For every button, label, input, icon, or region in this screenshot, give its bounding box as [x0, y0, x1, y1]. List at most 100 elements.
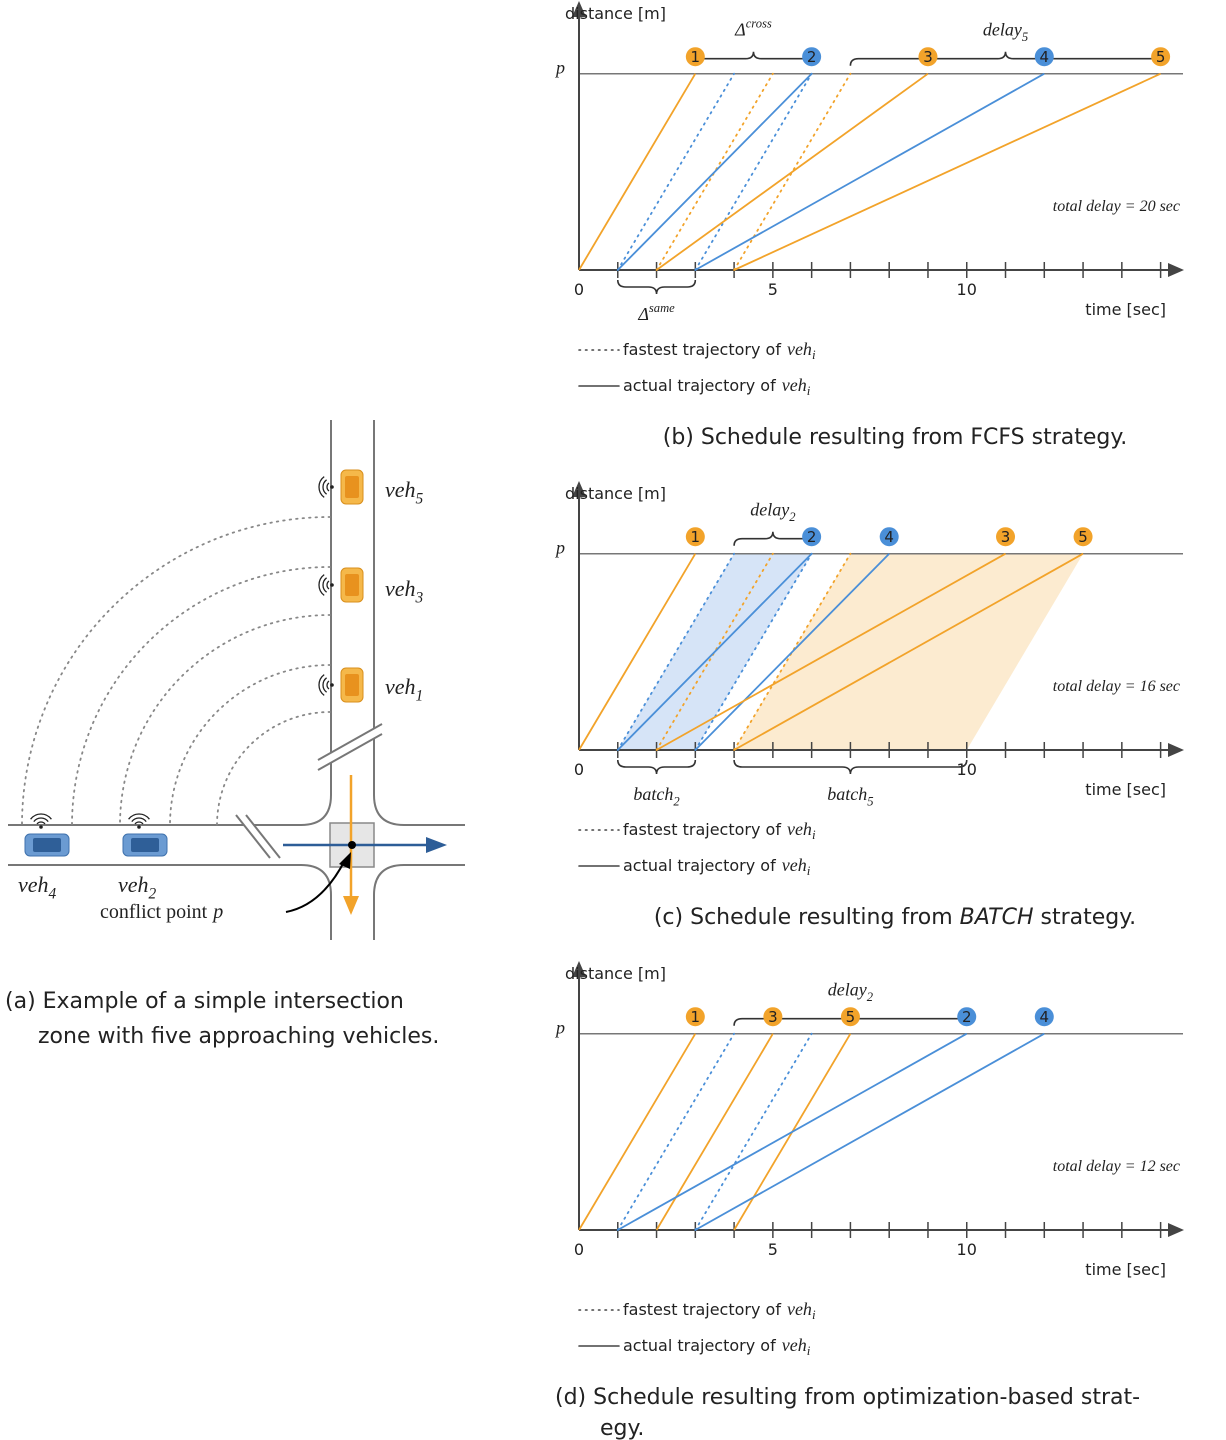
signal-icon [330, 485, 334, 489]
legend-var: veh [782, 375, 807, 395]
math-base: veh [385, 477, 416, 502]
road-break [236, 815, 280, 858]
legend-label: 2 [807, 48, 817, 66]
legend-text: fastest trajectory of [623, 820, 781, 839]
math-base: veh [385, 674, 416, 699]
legend-label: 3 [923, 48, 933, 66]
signal-icon [137, 825, 141, 829]
legend-var: veh [787, 1299, 812, 1319]
math-label: veh4 [18, 872, 57, 903]
range-arc [217, 712, 330, 825]
y-tick-label: p [554, 538, 565, 558]
legend-sub: i [812, 1307, 816, 1322]
conflict-text: conflict point [100, 901, 208, 923]
math-label: veh3 [385, 576, 424, 607]
legend-sub: i [807, 1343, 811, 1358]
math-sub: 2 [673, 794, 680, 808]
y-tick-label: p [554, 58, 565, 78]
caption: (a) Example of a simple intersection [5, 989, 404, 1014]
total-delay: total delay = 12 sec [1053, 1158, 1180, 1175]
math-label: Δcross [734, 17, 772, 40]
caption: egy. [600, 1416, 644, 1440]
conflict-label: conflict pointp [100, 901, 223, 923]
math-sub: 3 [415, 590, 424, 607]
caption: (c) Schedule resulting from BATCH strate… [654, 905, 1136, 930]
signal-icon [34, 818, 48, 822]
fastest-trajectory [618, 1034, 734, 1230]
legend-text: actual trajectory of [623, 376, 776, 395]
caption-text: egy. [600, 1416, 644, 1440]
math-label: delay2 [828, 980, 874, 1004]
chart: p010distance [m]time [sec]12435total del… [554, 481, 1184, 930]
conflict-point [348, 841, 356, 849]
math-sub: 2 [867, 990, 874, 1004]
legend-var: veh [787, 339, 812, 359]
math-base: Δ [734, 20, 746, 40]
legend-entry: actual trajectory ofvehi [623, 1335, 811, 1358]
road-edge [374, 865, 465, 940]
x-axis-label: time [sec] [1085, 1260, 1166, 1279]
range-arc [120, 615, 330, 825]
math-sup: same [649, 301, 675, 315]
actual-trajectory [734, 74, 1161, 270]
math-label: delay2 [750, 500, 796, 524]
actual-trajectory [579, 1034, 695, 1230]
actual-trajectory [657, 74, 928, 270]
legend-entry: fastest trajectory ofvehi [623, 819, 816, 842]
x-axis-arrow [1168, 1223, 1184, 1237]
figure: veh5veh3veh1veh4veh2conflict pointp(a) E… [0, 0, 1226, 1440]
actual-trajectory [657, 1034, 773, 1230]
x-tick-label: 10 [957, 1240, 977, 1259]
x-tick-label: 10 [957, 280, 977, 299]
math-base: veh [385, 576, 416, 601]
range-arc [72, 567, 330, 825]
math-base: delay [983, 20, 1022, 40]
signal-icon [323, 678, 327, 692]
flow-arrowhead [426, 837, 447, 853]
y-axis-label: distance [m] [565, 484, 666, 503]
legend-sub: i [807, 863, 811, 878]
math-sub: 5 [1022, 30, 1028, 44]
x-tick-label: 0 [574, 1240, 584, 1259]
legend-text: fastest trajectory of [623, 1300, 781, 1319]
x-tick-label: 5 [768, 1240, 778, 1259]
brace [850, 52, 1160, 66]
x-axis-label: time [sec] [1085, 300, 1166, 319]
fastest-trajectory [695, 74, 811, 270]
actual-trajectory [618, 1034, 967, 1230]
fastest-trajectory [618, 74, 734, 270]
road-break [318, 724, 382, 760]
math-label: veh2 [118, 872, 157, 903]
actual-trajectory [695, 74, 1044, 270]
actual-trajectory [695, 1034, 1044, 1230]
math-label: veh1 [385, 674, 423, 705]
math-base: Δ [637, 304, 649, 324]
legend-label: 3 [1001, 528, 1011, 546]
road-break [236, 815, 270, 858]
legend-label: 4 [884, 528, 894, 546]
brace [734, 532, 812, 546]
caption: (d) Schedule resulting from optimization… [555, 1385, 1140, 1410]
total-delay: total delay = 20 sec [1053, 198, 1180, 215]
math-sub: 1 [416, 688, 424, 705]
range-arc [170, 665, 330, 825]
vehicle-window [33, 838, 61, 852]
math-sub: 5 [867, 794, 873, 808]
legend-label: 1 [691, 48, 701, 66]
legend-text: fastest trajectory of [623, 340, 781, 359]
math-base: delay [828, 980, 867, 1000]
legend-text: actual trajectory of [623, 856, 776, 875]
legend-entry: fastest trajectory of vehi [623, 1299, 816, 1322]
vehicle-window [345, 476, 359, 498]
x-tick-label: 0 [574, 280, 584, 299]
legend-label: 3 [768, 1008, 778, 1026]
brace [618, 280, 696, 294]
legend-sub: i [812, 827, 816, 842]
math-label: batch2 [633, 784, 680, 808]
caption-text: BATCH [960, 905, 1034, 930]
signal-icon [327, 581, 329, 589]
caption-text: strategy. [1034, 905, 1137, 930]
vehicle-window [131, 838, 159, 852]
